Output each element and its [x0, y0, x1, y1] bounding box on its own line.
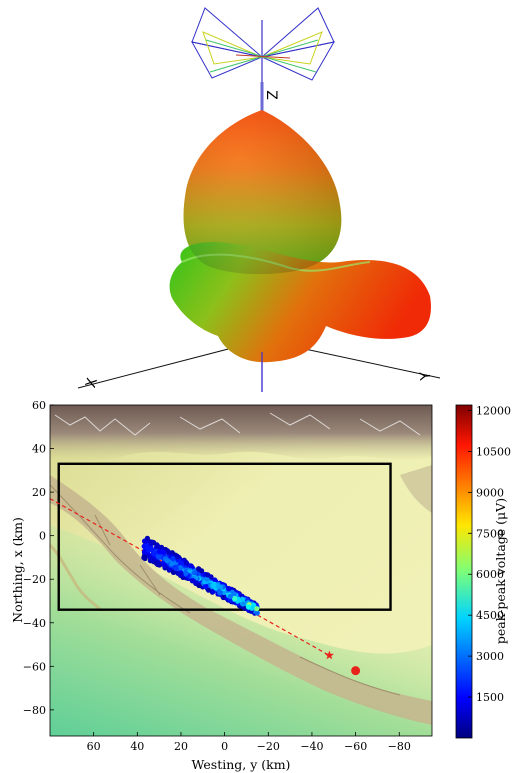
x-tick-label: 40 [130, 740, 144, 753]
detection-point [147, 555, 154, 561]
detection-map-figure: 60 40 20 0 −20 −40 −60 −80 6040200−20−40−60−80 … [10, 399, 511, 772]
detection-point [211, 582, 217, 588]
detection-point [199, 568, 205, 574]
detection-point [232, 595, 238, 602]
x-axis-label: Westing, y (km) [192, 757, 291, 772]
detection-point [164, 558, 171, 564]
detection-point [220, 594, 226, 601]
trajectory-line [49, 498, 330, 656]
colorbar-label: peak-peak voltage (μV) [493, 498, 508, 644]
detection-point [227, 593, 233, 600]
antenna-wireframe [191, 7, 335, 81]
antenna-pattern-figure: Z X Y [77, 7, 441, 392]
y-tick-label: 0 [39, 530, 46, 543]
detection-point [210, 588, 216, 595]
star-marker [324, 650, 334, 660]
detection-point [231, 591, 237, 597]
x-tick-label: −80 [388, 740, 411, 753]
colorbar-tick-label: 3000 [476, 650, 504, 663]
detection-cluster [141, 535, 260, 616]
circle-marker [351, 666, 361, 676]
y-tick-label: −80 [23, 704, 46, 717]
detection-point [177, 565, 184, 571]
colorbar-tick-label: 4500 [476, 609, 504, 622]
detection-point [162, 562, 168, 568]
colorbar-tick-label: 12000 [476, 404, 511, 417]
radiation-pattern-surface [169, 110, 431, 392]
x-axis-letter: X [83, 376, 101, 390]
plot-frame [49, 404, 433, 737]
detection-point [148, 540, 154, 546]
detection-point [245, 604, 251, 610]
detection-point [254, 610, 260, 616]
detection-point [241, 605, 247, 611]
detection-point [142, 538, 148, 544]
detection-point [168, 561, 175, 567]
detection-point [226, 586, 232, 592]
terrain-map [50, 405, 432, 736]
x-tick-label: −20 [257, 740, 280, 753]
detection-point [156, 560, 162, 566]
z-axis-label: Z [263, 90, 279, 100]
detection-point [178, 571, 184, 577]
detection-point [170, 555, 176, 562]
detection-point [155, 543, 161, 549]
detection-point [166, 549, 172, 555]
detection-point [190, 578, 196, 584]
detection-point [174, 554, 180, 560]
colorbar-tick-label: 10500 [476, 445, 511, 458]
x-tick-label: 20 [174, 740, 188, 753]
detection-point [188, 563, 194, 569]
colorbar-tick-label: 7500 [476, 527, 504, 540]
x-tick-label: −60 [344, 740, 367, 753]
colorbar-tick-label: 6000 [476, 568, 504, 581]
detection-point [156, 554, 162, 560]
y-tick-label: 60 [32, 399, 46, 412]
colorbar-tick-labels: 1500 3000 4500 6000 7500 9000 10500 12000 [468, 404, 511, 704]
y-tick-labels: 60 40 20 0 −20 −40 −60 −80 [23, 399, 54, 717]
detection-point [217, 590, 223, 596]
x-tick-labels: 60 40 20 0 −20 −40 −60 −80 [87, 732, 411, 753]
detection-point [151, 551, 157, 557]
detection-point [173, 565, 179, 572]
detection-point [254, 606, 260, 612]
y-tick-label: 40 [32, 443, 46, 456]
lobe-shading [183, 110, 342, 275]
y-tick-label: −60 [23, 660, 46, 673]
y-tick-label: −40 [23, 617, 46, 630]
detection-point [192, 570, 198, 576]
x-tick-label: 0 [221, 740, 228, 753]
y-tick-label: 20 [32, 486, 46, 499]
y-axis-letter: Y [418, 371, 435, 382]
detection-point [156, 549, 162, 555]
detection-point [202, 583, 209, 589]
detection-point [170, 569, 177, 575]
detection-point [141, 555, 147, 561]
colorbar-tick-label: 1500 [476, 691, 504, 704]
detection-point [183, 570, 189, 576]
detection-point [240, 601, 246, 607]
detection-point [183, 559, 189, 566]
detection-point [204, 576, 210, 582]
antenna-feed-rod [260, 82, 264, 112]
x-tick-label: −40 [300, 740, 323, 753]
colorbar-tick-label: 9000 [476, 486, 504, 499]
y-tick-label: −20 [23, 573, 46, 586]
survey-region-rectangle [57, 462, 392, 611]
y-axis-label: Northing, x (km) [10, 517, 25, 623]
detection-point [205, 587, 212, 593]
x-tick-label: 60 [87, 740, 101, 753]
detection-point [205, 572, 211, 578]
colorbar [455, 404, 473, 739]
